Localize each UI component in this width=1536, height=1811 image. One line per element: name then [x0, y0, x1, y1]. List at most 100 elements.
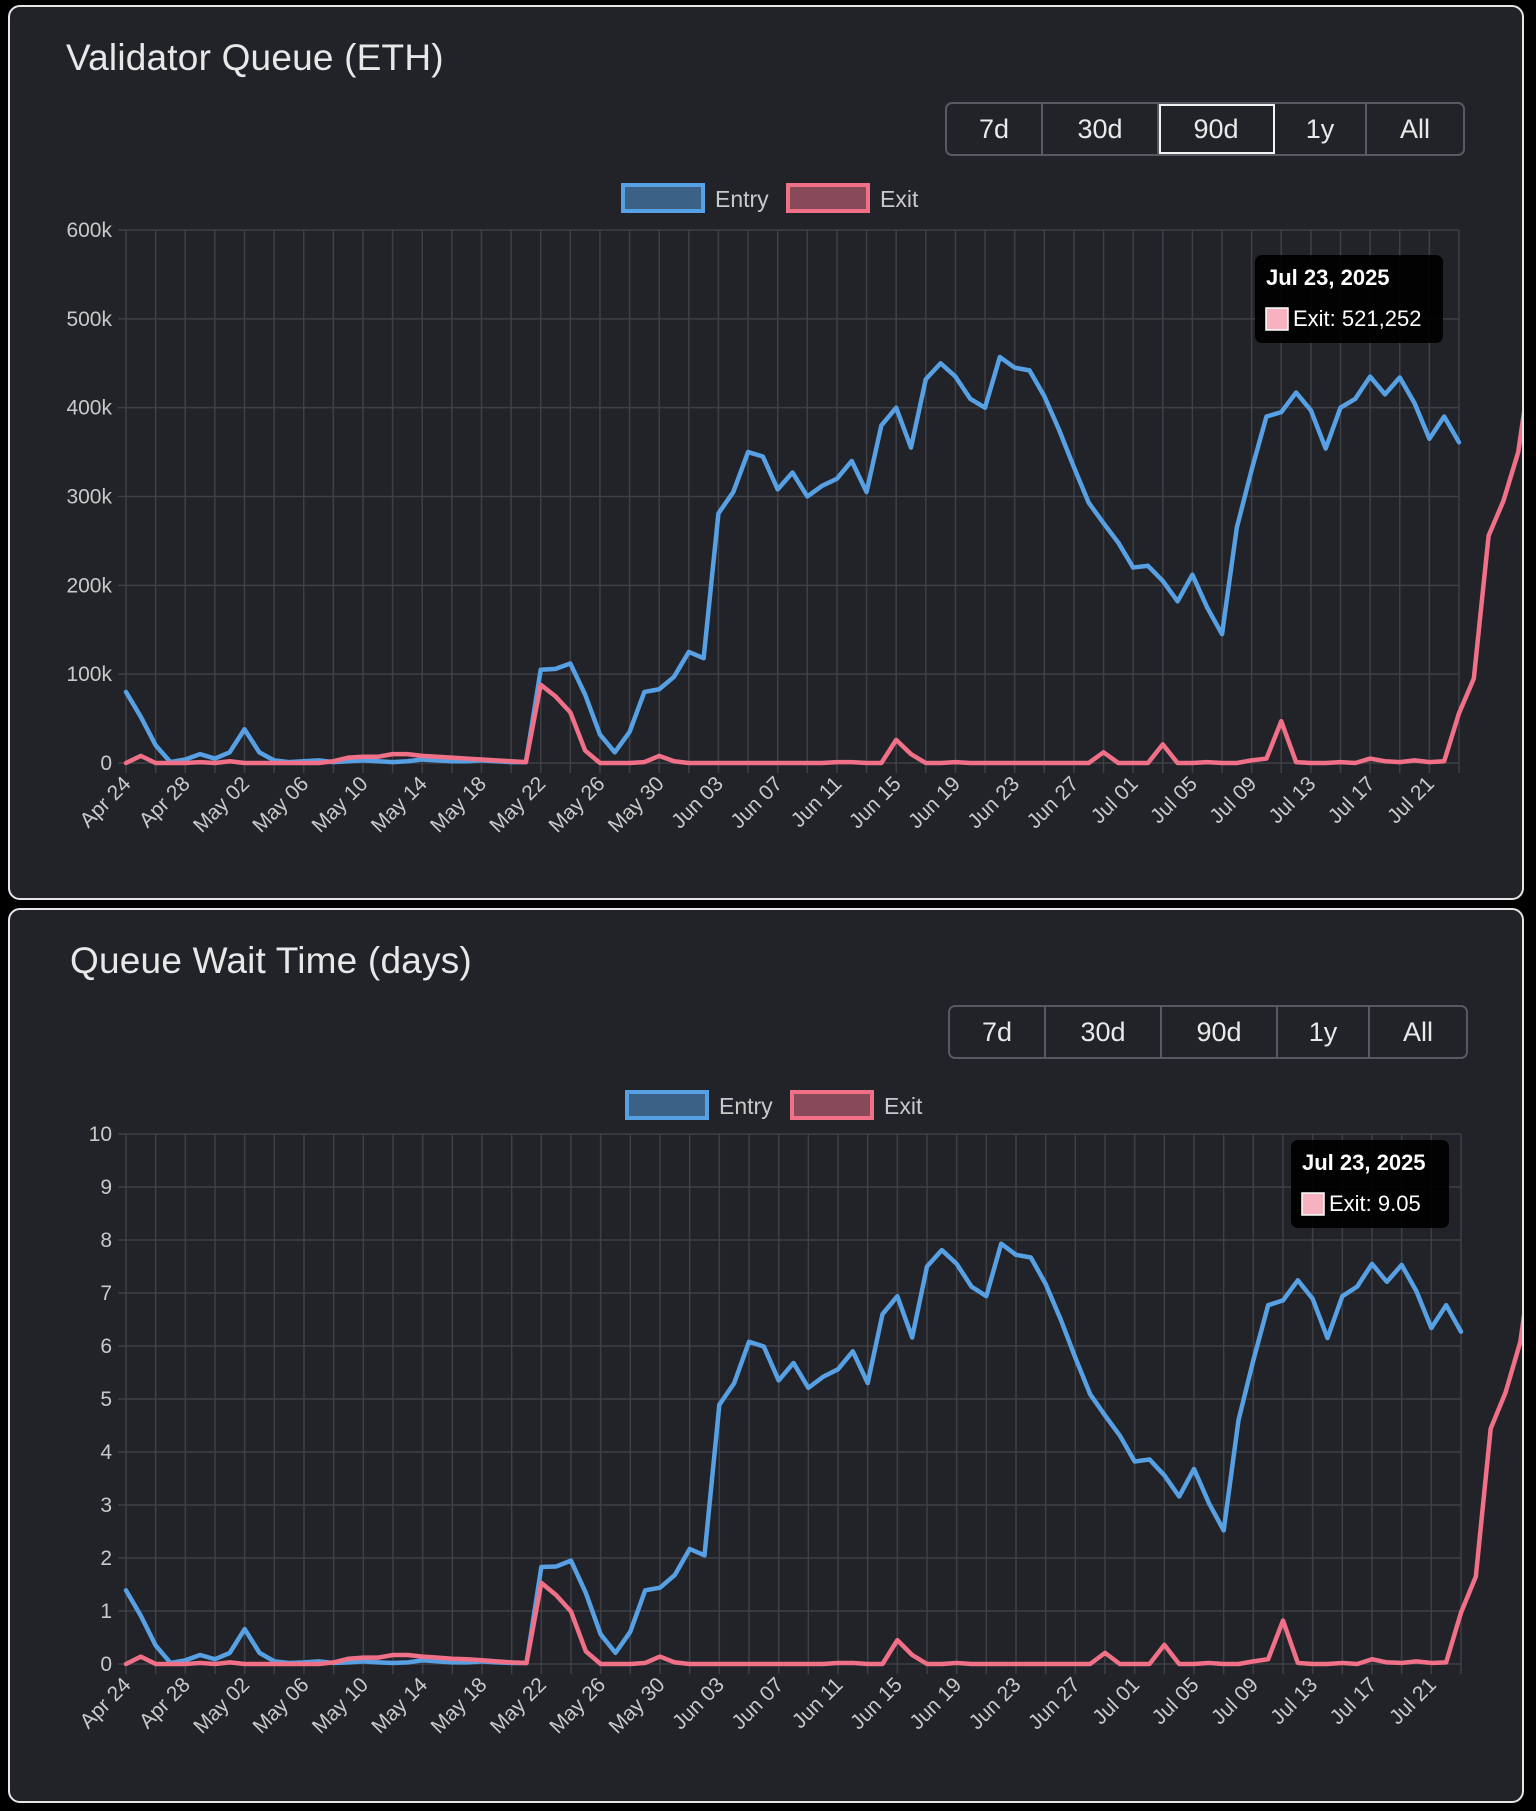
x-tick-label: Jul 17 [1326, 1673, 1382, 1729]
y-tick-label: 2 [100, 1547, 112, 1570]
x-tick-label: May 18 [426, 772, 491, 837]
y-tick-label: 5 [100, 1388, 112, 1411]
x-tick-label: Jun 11 [788, 1673, 848, 1733]
y-tick-label: 0 [100, 752, 112, 775]
y-tick-label: 0 [100, 1653, 112, 1676]
series-line-exit[interactable] [123, 1184, 1522, 1667]
tooltip-title: Jul 23, 2025 [1266, 265, 1390, 290]
y-tick-label: 4 [100, 1441, 112, 1464]
x-tick-label: May 02 [189, 1673, 254, 1738]
tooltip-label: Exit: 521,252 [1293, 306, 1421, 331]
y-tick-label: 6 [100, 1335, 112, 1358]
y-tick-label: 500k [66, 308, 112, 331]
x-tick-label: Apr 28 [135, 1673, 195, 1733]
chart-title: Validator Queue (ETH) [66, 37, 444, 78]
chart-title: Queue Wait Time (days) [70, 940, 472, 981]
x-tick-label: Jul 21 [1385, 1673, 1441, 1729]
y-tick-label: 300k [66, 486, 112, 509]
y-tick-label: 10 [89, 1123, 112, 1146]
range-30d-button[interactable]: 30d [1043, 104, 1159, 154]
x-tick-label: Apr 24 [76, 772, 136, 832]
tooltip-box [1255, 255, 1443, 343]
y-tick-label: 7 [100, 1282, 112, 1305]
tooltip-label: Exit: 9.05 [1329, 1191, 1421, 1216]
x-tick-label: Jul 17 [1324, 772, 1380, 828]
y-tick-label: 100k [66, 663, 112, 686]
legend-label-entry[interactable]: Entry [715, 186, 769, 212]
x-tick-label: May 22 [485, 772, 550, 837]
legend-swatch-exit[interactable] [790, 1090, 874, 1120]
x-tick-label: Jul 01 [1087, 772, 1143, 828]
series-line-entry[interactable] [123, 1241, 1464, 1666]
x-tick-label: Jun 19 [905, 1673, 966, 1734]
x-tick-label: Jul 05 [1146, 772, 1202, 828]
range-all-button[interactable]: All [1367, 104, 1463, 154]
legend-label-entry[interactable]: Entry [719, 1093, 773, 1119]
x-tick-label: May 14 [367, 772, 432, 837]
x-tick-label: May 18 [427, 1673, 492, 1738]
legend-swatch-entry[interactable] [621, 183, 705, 213]
legend-swatch-entry[interactable] [625, 1090, 709, 1120]
range-selector: 7d 30d 90d 1y All [948, 1005, 1468, 1059]
range-7d-button[interactable]: 7d [947, 104, 1043, 154]
x-tick-label: Jun 07 [726, 772, 787, 833]
legend: Entry Exit [621, 183, 919, 213]
tooltip-swatch [1265, 307, 1289, 331]
x-tick-label: Jul 21 [1383, 772, 1439, 828]
x-tick-label: May 22 [486, 1673, 551, 1738]
range-90d-button[interactable]: 90d [1159, 104, 1275, 154]
tooltip-title: Jul 23, 2025 [1302, 1150, 1426, 1175]
range-all-button[interactable]: All [1370, 1007, 1466, 1057]
x-tick-label: Jun 19 [904, 772, 965, 833]
tooltip: Jul 23, 2025 Exit: 521,252 [1255, 255, 1443, 343]
series-line-exit[interactable] [123, 300, 1522, 766]
x-tick-label: Jul 13 [1265, 772, 1321, 828]
x-tick-label: Jul 09 [1205, 772, 1261, 828]
x-tick-label: Jun 15 [845, 772, 906, 833]
x-tick-label: Jun 27 [1023, 772, 1084, 833]
x-tick-label: Jul 05 [1148, 1673, 1204, 1729]
x-tick-label: Jun 23 [963, 772, 1024, 833]
y-tick-label: 600k [66, 219, 112, 242]
x-tick-label: May 26 [545, 772, 610, 837]
grid [118, 1133, 1462, 1674]
legend-label-exit[interactable]: Exit [880, 186, 919, 212]
range-30d-button[interactable]: 30d [1046, 1007, 1162, 1057]
y-tick-label: 3 [100, 1494, 112, 1517]
legend-label-exit[interactable]: Exit [884, 1093, 923, 1119]
tooltip-swatch [1301, 1192, 1325, 1216]
range-selector: 7d 30d 90d 1y All [945, 102, 1465, 156]
y-tick-label: 1 [100, 1600, 112, 1623]
y-tick-label: 8 [100, 1229, 112, 1252]
x-tick-label: May 10 [308, 1673, 373, 1738]
legend: Entry Exit [625, 1090, 923, 1120]
grid [118, 229, 1460, 773]
range-1y-button[interactable]: 1y [1275, 104, 1367, 154]
range-7d-button[interactable]: 7d [950, 1007, 1046, 1057]
tooltip-box [1291, 1140, 1449, 1228]
x-tick-label: Jun 07 [727, 1673, 788, 1734]
y-tick-label: 400k [66, 397, 112, 420]
x-tick-label: May 30 [605, 1673, 670, 1738]
x-tick-label: Jun 11 [787, 772, 847, 832]
legend-swatch-exit[interactable] [786, 183, 870, 213]
queue-wait-time-card: Queue Wait Time (days) 7d 30d 90d 1y All… [8, 908, 1524, 1803]
x-tick-label: Jul 09 [1207, 1673, 1263, 1729]
x-tick-label: Jul 01 [1088, 1673, 1144, 1729]
x-tick-label: May 26 [545, 1673, 610, 1738]
x-tick-label: May 10 [308, 772, 373, 837]
x-tick-label: Jun 23 [965, 1673, 1026, 1734]
x-tick-label: Jul 13 [1266, 1673, 1322, 1729]
x-tick-label: Jun 03 [668, 1673, 729, 1734]
validator-queue-card: Validator Queue (ETH) 7d 30d 90d 1y All … [8, 5, 1524, 900]
x-tick-label: May 14 [367, 1673, 432, 1738]
range-1y-button[interactable]: 1y [1278, 1007, 1370, 1057]
range-90d-button[interactable]: 90d [1162, 1007, 1278, 1057]
x-tick-label: Jun 27 [1024, 1673, 1085, 1734]
x-tick-label: May 30 [604, 772, 669, 837]
series-line-entry[interactable] [123, 354, 1462, 765]
x-tick-label: May 06 [249, 1673, 314, 1738]
x-tick-label: Jun 03 [667, 772, 728, 833]
